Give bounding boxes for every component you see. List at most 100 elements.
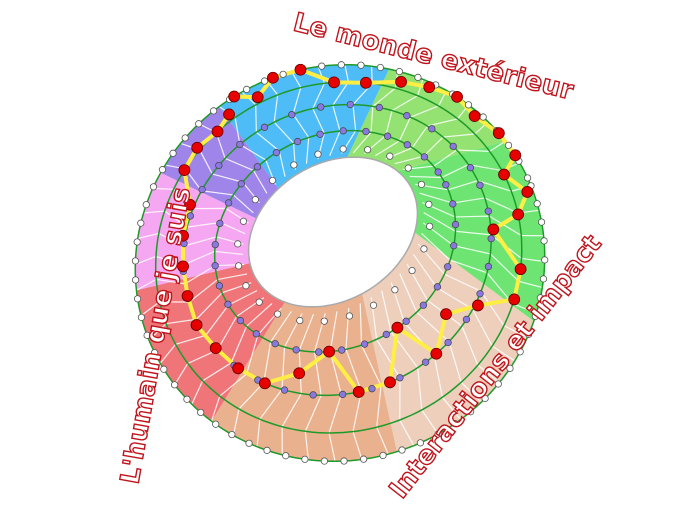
path-node (521, 186, 534, 198)
outer-node (158, 166, 167, 174)
inner-node (345, 312, 354, 320)
outer-node (434, 430, 442, 438)
outer-node (360, 455, 368, 463)
middle-node (315, 348, 323, 356)
outer-node (149, 183, 158, 191)
middle-node (476, 181, 484, 189)
middle-node (444, 338, 452, 347)
outer-node (479, 113, 487, 121)
outer-node (541, 256, 549, 264)
inner-node (320, 317, 328, 325)
middle-node (450, 242, 458, 250)
sector (135, 172, 257, 291)
outer-node (466, 408, 475, 416)
path-node (451, 90, 463, 103)
path-node (391, 321, 404, 334)
path-node (492, 127, 505, 140)
node-layer (131, 61, 549, 465)
middle-node (421, 358, 430, 366)
middle-node (252, 330, 260, 338)
middle-node (237, 180, 245, 188)
outer-node (416, 439, 425, 447)
middle-node (236, 140, 244, 149)
outer-node (337, 61, 345, 69)
sector (397, 141, 545, 322)
middle-node (433, 283, 442, 291)
inner-node (314, 150, 322, 158)
inner-node (255, 298, 263, 306)
middle-node (444, 263, 452, 271)
inner-node (404, 164, 412, 172)
outer-node (414, 73, 422, 81)
middle-node (375, 103, 383, 112)
outer-node (137, 313, 146, 321)
inner-edge (247, 156, 419, 308)
middle-node (280, 386, 289, 394)
middle-node (484, 207, 492, 215)
outer-node (540, 237, 548, 245)
path-node (190, 319, 203, 331)
middle-node (186, 212, 195, 220)
middle-node (211, 240, 219, 249)
inner-node (296, 316, 304, 325)
middle-node (288, 111, 296, 119)
inner-node (408, 266, 416, 275)
outer-node (183, 395, 191, 403)
inner-node (251, 196, 259, 204)
inner-node (391, 286, 399, 294)
middle-node (466, 164, 475, 172)
inner-node (369, 301, 378, 309)
path-node (293, 367, 306, 380)
middle-node (271, 340, 279, 348)
inner-node (268, 176, 277, 185)
path-node (228, 90, 241, 103)
inner-node (239, 217, 248, 225)
middle-node (449, 200, 457, 208)
outer-node (209, 107, 218, 115)
inner-node (234, 240, 242, 248)
middle-node (317, 103, 325, 111)
middle-node (272, 148, 281, 157)
middle-node (224, 300, 232, 308)
middle-node (293, 137, 302, 146)
outer-node (243, 85, 251, 94)
path-node (472, 299, 484, 312)
outer-node (263, 446, 271, 454)
middle-node (428, 125, 436, 133)
middle-node (224, 199, 233, 207)
outer-node (260, 77, 269, 85)
path-node (184, 198, 196, 211)
path-node (209, 342, 222, 355)
outer-node (525, 330, 533, 338)
outer-node (376, 63, 384, 72)
path-node (211, 125, 224, 138)
path-node (258, 377, 271, 390)
inner-node (417, 180, 426, 189)
outer-node (228, 430, 236, 439)
outer-node (137, 219, 145, 227)
path-node (514, 263, 527, 276)
outer-node (212, 420, 220, 428)
middle-node (402, 317, 410, 325)
outer-node (169, 149, 177, 157)
outer-node (398, 446, 406, 454)
inner-node (242, 282, 250, 290)
middle-node (396, 374, 404, 382)
middle-node (449, 142, 457, 150)
outer-node (516, 348, 524, 356)
path-node (498, 168, 510, 181)
middle-node (403, 141, 411, 149)
middle-node (484, 262, 493, 271)
path-node (177, 260, 189, 273)
inner-node (364, 146, 372, 154)
outer-node (320, 457, 328, 465)
path-node (508, 293, 521, 306)
middle-node (346, 100, 354, 109)
outer-node (523, 174, 532, 182)
outer-node (481, 394, 489, 403)
path-node (223, 108, 235, 121)
outer-node (494, 380, 502, 388)
inner-node (273, 310, 282, 318)
